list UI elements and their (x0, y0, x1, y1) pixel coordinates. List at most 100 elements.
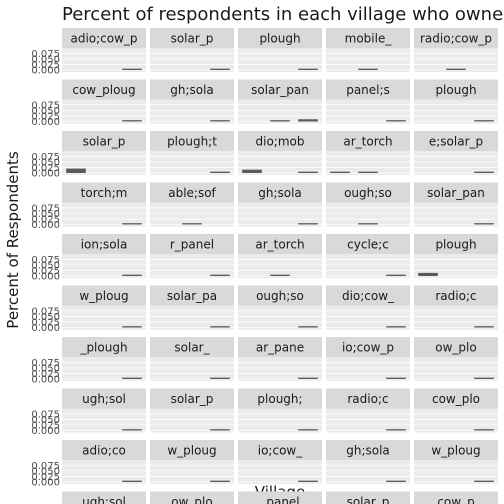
facet-plot-area (150, 408, 234, 433)
y-tick-label: 0.075 (31, 306, 60, 317)
facet-panel: io;cow_ (238, 440, 322, 484)
facet-panel: cow_plo (414, 388, 498, 433)
facet-plot-area (414, 99, 498, 124)
facet-plot-area (414, 48, 498, 72)
facet-plot-area (238, 202, 322, 227)
bar (330, 171, 350, 173)
facet-strip (414, 28, 498, 48)
facet-strip-label: ar_torch (255, 238, 304, 252)
facet-panel: gh;sola (326, 440, 410, 484)
facet-strip-label: radio;c (347, 392, 388, 406)
bar (122, 326, 142, 328)
facet-strip (62, 337, 146, 357)
bar (446, 68, 466, 70)
y-tick-label: 0.025 (31, 111, 60, 122)
y-tick-label: 0.000 (31, 478, 60, 489)
facet-panel: cow_p (414, 491, 498, 504)
y-tick-label: 0.000 (31, 323, 60, 334)
bar (298, 377, 318, 379)
bar (298, 171, 318, 173)
facet-strip-label: plough (259, 32, 300, 46)
facet-strip-label: _plough (79, 341, 127, 355)
bar (270, 120, 290, 122)
facet-strip (150, 440, 234, 460)
facet-strip-label: plough (435, 238, 476, 252)
bar (474, 429, 494, 431)
facet-panel: w_ploug (150, 440, 234, 484)
facet-strip (238, 28, 322, 48)
bar (210, 326, 230, 328)
facet-strip-label: io;cow_ (258, 444, 303, 458)
facet-strip (150, 285, 234, 306)
facet-panel: r_panel (150, 234, 234, 278)
facet-panel: solar_pa (150, 285, 234, 330)
y-tick-label: 0.050 (31, 260, 60, 271)
bar (298, 429, 318, 431)
facet-strip-label: cycle;c (347, 238, 389, 252)
bar (418, 272, 438, 276)
facet-plot-area (62, 408, 146, 433)
facet-plot-area (326, 99, 410, 124)
facet-panel: plough (238, 28, 322, 72)
facet-panel: solar_pan (238, 79, 322, 124)
facet-strip-label: mobile_ (345, 32, 393, 46)
facet-strip-label: solar_pan (251, 83, 309, 97)
facet-panel: solar_p (150, 28, 234, 72)
facet-strip (326, 491, 410, 504)
facet-strip-label: ow_plo (171, 495, 212, 504)
y-tick-label: 0.000 (31, 426, 60, 437)
facet-strip (238, 234, 322, 254)
bar (210, 171, 230, 173)
bar (122, 480, 142, 482)
y-tick-label: 0.075 (31, 49, 60, 60)
facet-panel: radio;cow_p (414, 28, 498, 72)
facet-panel: ow_plo (150, 491, 234, 504)
facet-plot-area (326, 357, 410, 381)
facet-plot-area (62, 99, 146, 124)
facet-strip-label: radio;cow_p (420, 32, 492, 46)
facet-strip-label: w_ploug (431, 444, 480, 458)
facet-strip (62, 285, 146, 306)
facet-panel: solar_p (150, 388, 234, 433)
bar (122, 223, 142, 225)
facet-strip-label: w_ploug (167, 444, 216, 458)
bar (298, 68, 318, 70)
facet-panel: ar_torch (326, 131, 410, 175)
facet-strip-label: ugh;sol (82, 392, 126, 406)
y-tick-label: 0.050 (31, 209, 60, 220)
facet-strip-label: ough;so (344, 186, 392, 200)
bar (122, 429, 142, 431)
facet-strip (238, 337, 322, 357)
y-tick-label: 0.025 (31, 60, 60, 71)
y-tick-label: 0.025 (31, 472, 60, 483)
bar (298, 119, 318, 122)
facet-panel: solar_ (150, 337, 234, 381)
facet-panel: plough;t (150, 131, 234, 175)
chart-title: Percent of respondents in each village w… (62, 4, 504, 25)
facet-panel: plough (414, 234, 498, 278)
bar (474, 120, 494, 122)
facet-plot-area (150, 357, 234, 381)
facet-strip (414, 388, 498, 409)
facet-strip-label: solar_p (171, 392, 214, 406)
facet-plot-area (62, 305, 146, 330)
facet-panel: ough;so (238, 285, 322, 330)
facet-plot-area (238, 254, 322, 278)
facet-strip-label: r_panel (170, 238, 214, 252)
facet-plot-area (326, 408, 410, 433)
facet-plot-area (150, 151, 234, 175)
y-tick-label: 0.025 (31, 317, 60, 328)
facet-panel: mobile_ (326, 28, 410, 72)
facet-panel: plough; (238, 388, 322, 433)
y-tick-label: 0.000 (31, 220, 60, 231)
facet-panel: able;sof (150, 182, 234, 227)
facet-plot-area (238, 305, 322, 330)
bar (358, 68, 378, 70)
bar (386, 480, 406, 482)
bar (474, 377, 494, 379)
